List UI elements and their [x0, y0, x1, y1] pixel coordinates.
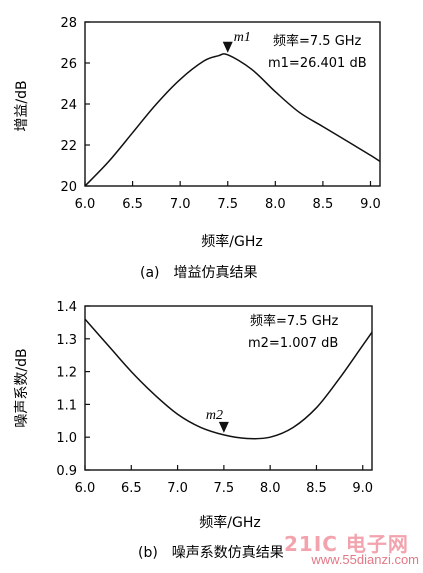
marker-m2-icon	[218, 421, 229, 433]
marker-m2-label: m2	[206, 408, 223, 423]
noise-chart: 6.0 6.5 7.0 7.5 8.0 8.5 9.0 0.9 1.0 1.1 1.2 1.3 1.4…	[14, 300, 373, 561]
gain-x-ticks: 6.0 6.5 7.0 7.5 8.0 8.5 9.0	[75, 181, 381, 212]
noise-annotation-frequency: 频率=7.5 GHz	[250, 313, 339, 329]
x-tick-label: 6.5	[122, 197, 143, 212]
watermark-url: www.55dianzi.com	[311, 552, 419, 567]
noise-y-ticks: 0.9 1.0 1.1 1.2 1.3 1.4	[56, 300, 90, 479]
gain-annotation-frequency: 频率=7.5 GHz	[273, 33, 362, 49]
marker-m1-icon	[222, 41, 233, 53]
x-tick-label: 9.0	[360, 197, 381, 212]
x-tick-label: 8.5	[313, 197, 334, 212]
x-tick-label: 6.0	[75, 197, 96, 212]
watermark: 21IC 电子网 www.55dianzi.com	[280, 526, 423, 573]
gain-x-axis-label: 频率/GHz	[201, 233, 262, 250]
y-tick-label: 28	[60, 16, 77, 31]
x-tick-label: 8.5	[306, 481, 327, 496]
noise-plot-frame	[84, 305, 373, 471]
noise-y-axis-label: 噪声系数/dB	[14, 348, 30, 427]
noise-caption: (b) 噪声系数仿真结果	[138, 545, 284, 561]
y-tick-label: 1.0	[56, 431, 77, 446]
watermark-logo: 21IC 电子网	[284, 532, 409, 556]
gain-series-line	[84, 53, 381, 187]
marker-m1-label: m1	[234, 30, 251, 45]
x-tick-label: 7.0	[170, 197, 191, 212]
gain-caption: (a) 增益仿真结果	[140, 265, 258, 281]
gain-annotation-value: m1=26.401 dB	[268, 56, 367, 71]
y-tick-label: 1.3	[56, 333, 77, 348]
y-tick-label: 24	[60, 98, 77, 113]
noise-annotation-value: m2=1.007 dB	[248, 336, 338, 351]
y-tick-label: 26	[60, 57, 77, 72]
noise-x-axis-label: 频率/GHz	[199, 514, 260, 531]
gain-chart: 6.0 6.5 7.0 7.5 8.0 8.5 9.0 20 22 24 26 28 m1 频率=7…	[14, 16, 381, 281]
x-tick-label: 8.0	[265, 197, 286, 212]
gain-y-axis-label: 增益/dB	[14, 80, 30, 131]
x-tick-label: 9.0	[352, 481, 373, 496]
noise-x-ticks: 6.0 6.5 7.0 7.5 8.0 8.5 9.0	[75, 465, 373, 496]
y-tick-label: 1.4	[56, 300, 77, 315]
noise-series-line	[84, 318, 373, 440]
y-tick-label: 1.2	[56, 366, 77, 381]
x-tick-label: 7.0	[167, 481, 188, 496]
y-tick-label: 22	[60, 139, 77, 154]
y-tick-label: 0.9	[56, 464, 77, 479]
y-tick-label: 20	[60, 180, 77, 195]
x-tick-label: 6.5	[121, 481, 142, 496]
x-tick-label: 7.5	[214, 481, 235, 496]
x-tick-label: 7.5	[217, 197, 238, 212]
y-tick-label: 1.1	[56, 398, 77, 413]
x-tick-label: 8.0	[260, 481, 281, 496]
gain-y-ticks: 20 22 24 26 28	[60, 16, 90, 195]
x-tick-label: 6.0	[75, 481, 96, 496]
